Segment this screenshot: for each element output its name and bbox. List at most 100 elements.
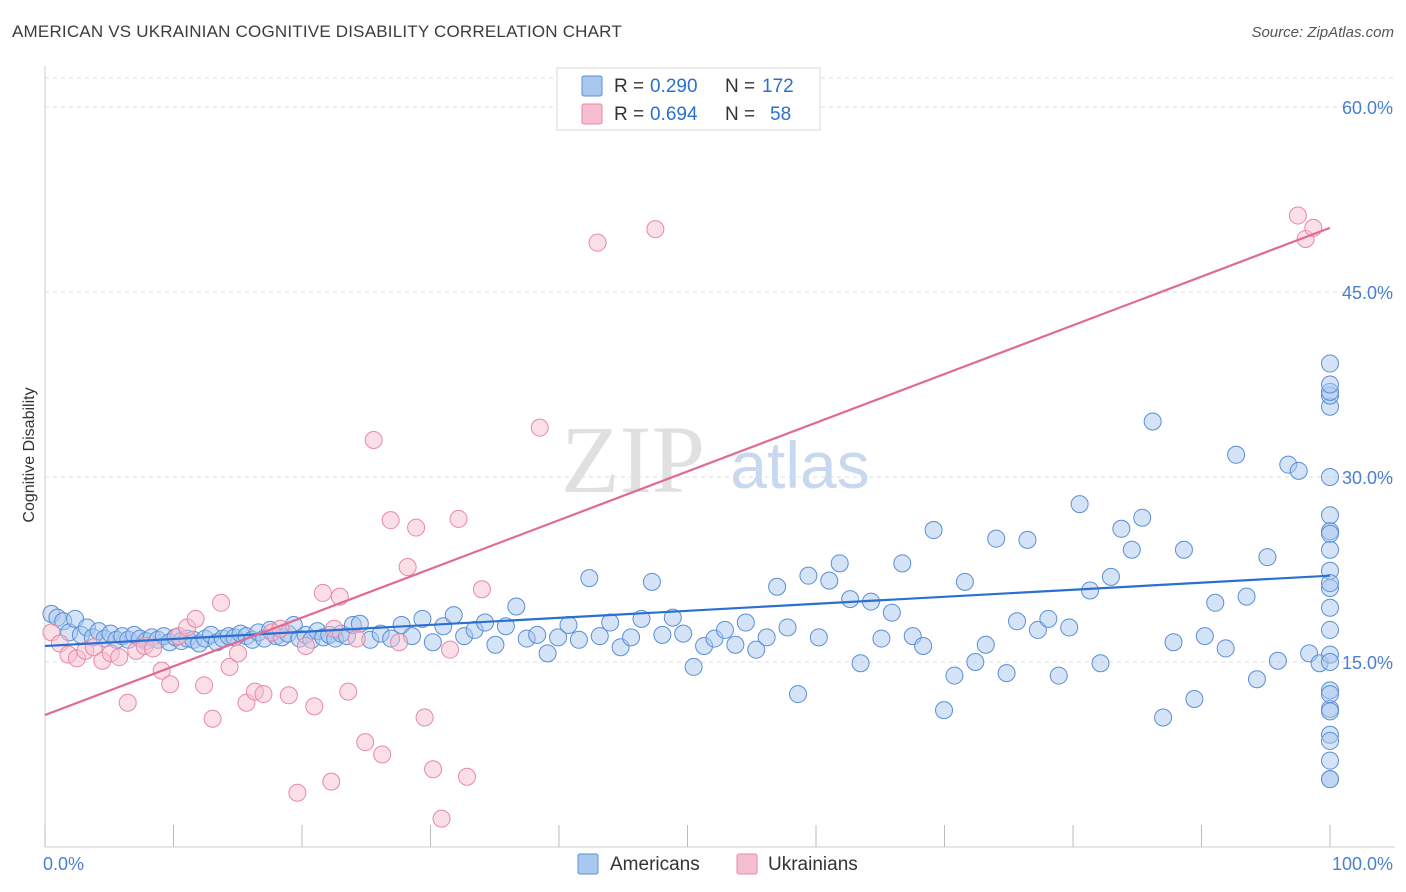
american-point-106 [914,636,933,655]
ukrainian-point-21 [220,657,239,676]
ukrainian-point-22 [229,644,248,663]
ukrainian-point-29 [288,783,307,802]
american-point-93 [778,618,797,637]
american-point-119 [1049,666,1068,685]
ukrainian-point-30 [296,636,315,655]
american-point-95 [799,566,818,585]
ukrainian-point-19 [203,709,222,728]
american-point-136 [1227,445,1246,464]
american-point-84 [684,657,703,676]
american-point-129 [1154,708,1173,727]
american-point-166 [1321,620,1339,639]
ukrainian-point-57 [325,619,344,638]
american-point-157 [1321,574,1339,593]
ukrainian-point-46 [432,809,451,828]
american-point-88 [726,635,745,654]
y-tick-label-1: 30.0% [1342,468,1393,488]
ukrainian-point-36 [347,629,366,648]
american-point-142 [1289,461,1308,480]
american-point-72 [559,616,578,634]
american-point-131 [1174,540,1193,559]
american-point-116 [1018,530,1037,549]
american-point-100 [851,654,870,673]
chart-title: AMERICAN VS UKRAINIAN COGNITIVE DISABILI… [12,22,622,41]
stats-american-r-label: R = [614,76,644,97]
ukrainian-point-31 [305,697,324,716]
american-point-137 [1237,587,1256,606]
ukrainian-point-48 [449,509,468,528]
american-point-81 [653,625,672,644]
ukrainian-point-53 [646,220,665,239]
ukrainian-point-52 [588,233,607,252]
american-point-104 [893,554,912,573]
ukrainian-trend-line [44,226,1331,717]
x-tick-label-0: 0.0% [43,854,84,874]
american-point-96 [809,628,828,647]
american-point-122 [1081,581,1100,600]
ukrainian-point-51 [530,418,549,437]
legend-ukrainians-swatch [736,853,758,875]
american-point-164 [1321,524,1339,543]
american-point-109 [945,666,964,685]
american-point-80 [642,572,661,591]
source-label: Source: ZipAtlas.com [1251,24,1394,41]
american-point-126 [1122,540,1141,559]
american-point-59 [423,633,442,652]
stats-ukrainian-swatch [581,103,603,125]
american-point-163 [1321,731,1339,750]
ukrainian-point-38 [364,431,383,449]
american-point-120 [1060,618,1079,637]
ukrainian-point-8 [110,648,129,667]
american-point-99 [841,590,860,609]
stats-american-swatch [581,75,603,97]
american-point-107 [924,521,943,540]
american-point-148 [1321,354,1339,373]
american-point-87 [715,620,734,639]
x-tick-label-1: 100.0% [1332,854,1393,874]
ukrainian-point-25 [254,685,273,704]
american-point-149 [1321,598,1339,617]
american-point-73 [569,630,588,649]
american-point-132 [1185,690,1204,708]
american-point-70 [538,644,557,663]
stats-american-r-value: 0.290 [650,76,698,97]
american-point-94 [788,685,807,704]
ukrainian-point-54 [1288,206,1307,225]
american-point-127 [1133,508,1152,527]
american-point-82 [663,608,682,627]
ukrainian-point-17 [186,609,205,628]
american-point-91 [757,628,776,647]
stats-american-n-value: 172 [762,76,794,97]
american-point-138 [1247,670,1266,689]
stats-american-n-label: N = [725,76,755,97]
american-point-155 [1321,506,1339,525]
ukrainian-point-45 [424,760,443,779]
ukrainian-point-35 [339,682,358,701]
american-point-115 [1008,612,1027,631]
american-point-89 [736,613,755,632]
watermark-zip: ZIP [561,406,705,513]
american-point-154 [1321,540,1339,559]
ukrainian-point-44 [415,708,434,727]
american-point-74 [580,569,599,588]
y-tick-labels: 15.0% 30.0% 45.0% 60.0% [1342,98,1393,673]
stats-ukrainian-r-label: R = [614,104,644,125]
ukrainian-point-12 [144,639,163,658]
american-point-128 [1143,412,1162,431]
american-point-75 [590,627,609,646]
american-point-118 [1039,609,1058,628]
ukrainian-point-41 [390,633,409,652]
stats-ukrainian-n-label: N = [725,104,755,125]
american-point-123 [1091,654,1110,673]
american-point-65 [486,635,505,654]
american-point-71 [549,628,568,647]
american-point-112 [976,635,995,654]
american-point-169 [1321,751,1339,770]
ukrainian-point-33 [322,772,341,791]
y-tick-label-2: 45.0% [1342,283,1393,303]
x-tick-labels: 0.0% 100.0% [43,854,1393,874]
grid [45,77,1395,663]
american-point-69 [528,625,547,644]
ukrainian-point-18 [195,676,214,695]
